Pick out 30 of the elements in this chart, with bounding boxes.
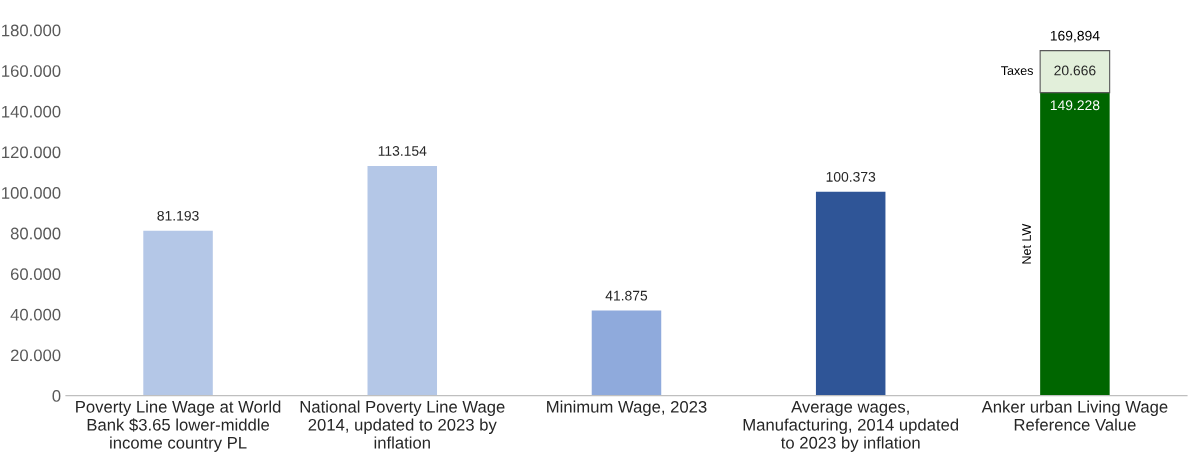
y-tick-label: 180.000: [2, 24, 61, 37]
y-tick-label: 160.000: [2, 65, 61, 77]
y-tick-label: 140.000: [2, 105, 61, 118]
y-tick-label: 60.000: [10, 268, 61, 281]
x-tick-label: Poverty Line Wage at World Bank $3.65 lower-middle income country PL: [76, 400, 281, 452]
y-tick-label: 0: [52, 390, 61, 402]
x-tick-label: Minimum Wage, 2023: [547, 400, 707, 417]
bar: [1039, 50, 1111, 94]
x-tick-label: Anker urban Living Wage Reference Value: [981, 400, 1168, 431]
data-label: 81.193: [157, 210, 199, 221]
data-label: 149.228: [1050, 100, 1100, 111]
bar: [1040, 92, 1110, 396]
text: Net LW: [1022, 223, 1031, 264]
series-label: Taxes: [1001, 66, 1033, 75]
x-tick-label: Average wages, Manufacturing, 2014 updated to 2023 by inflation: [743, 401, 959, 452]
y-tick-label: 20.000: [10, 349, 61, 362]
y-tick-label: 80.000: [10, 227, 61, 240]
x-tick-label: National Poverty Line Wage 2014, updated to 2023 by inflation: [300, 400, 505, 449]
data-label: 113.154: [378, 145, 427, 156]
bar: [591, 310, 662, 396]
y-tick-label: 120.000: [2, 146, 61, 159]
bar: [367, 165, 438, 396]
data-label: 20.666: [1054, 65, 1096, 76]
data-label: 100.373: [826, 171, 876, 182]
y-tick-label: 40.000: [10, 308, 61, 321]
data-label: 41.875: [605, 290, 648, 301]
y-tick-label: 100.000: [2, 186, 61, 199]
total-label: 169,894: [1050, 30, 1100, 43]
bar: [815, 191, 886, 396]
bar: [143, 230, 213, 396]
